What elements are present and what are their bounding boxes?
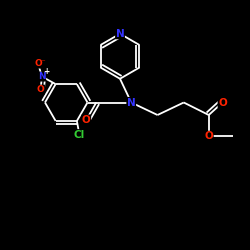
Text: Cl: Cl [74,130,85,140]
Text: +: + [43,66,50,76]
Text: ⁻: ⁻ [41,58,46,67]
Text: O: O [37,85,44,94]
Text: N: N [38,72,46,81]
Text: O: O [82,115,90,125]
Text: O: O [204,131,213,141]
Text: O: O [34,59,42,68]
Text: N: N [127,98,136,108]
Text: N: N [116,29,124,39]
Text: O: O [218,98,227,108]
